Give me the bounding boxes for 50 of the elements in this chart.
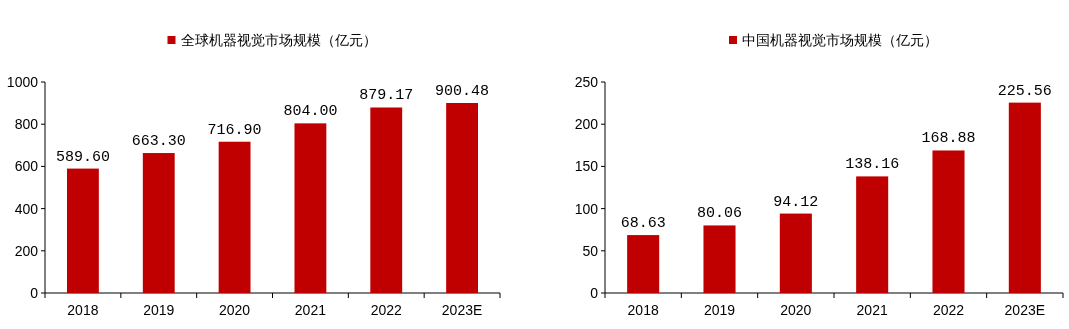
bar <box>703 225 736 293</box>
text: 900.48 <box>435 83 490 100</box>
y-tick-label: 250 <box>574 74 599 90</box>
y-tick-label: 0 <box>30 285 39 301</box>
bar <box>1008 102 1041 293</box>
legend-label: 中国机器视觉市场规模（亿元） <box>742 32 938 48</box>
x-tick-label: 2020 <box>219 302 251 318</box>
bar <box>932 150 965 293</box>
x-tick-label: 2019 <box>703 302 736 318</box>
x-tick-label: 2023E <box>1004 302 1046 318</box>
y-tick-label: 200 <box>574 116 599 133</box>
bar <box>370 107 403 293</box>
y-tick-label: 400 <box>14 200 39 217</box>
y-tick-label: 150 <box>574 158 599 175</box>
x-tick-label: 2018 <box>627 302 659 318</box>
bar <box>218 141 251 293</box>
x-tick-label: 2020 <box>780 302 812 318</box>
legend-label: 全球机器视觉市场规模（亿元） <box>180 32 377 48</box>
text: 80.06 <box>696 205 743 223</box>
y-tick-label: 0 <box>590 285 599 301</box>
bar <box>856 176 889 293</box>
text: 716.90 <box>207 121 262 139</box>
text: 168.88 <box>921 130 976 148</box>
text: 94.12 <box>773 193 819 211</box>
x-tick-label: 2022 <box>370 302 403 318</box>
x-tick-label: 2021 <box>856 302 888 318</box>
text: 138.16 <box>845 156 900 174</box>
x-tick-label: 2018 <box>67 302 99 318</box>
x-tick-label: 2023E <box>441 302 483 318</box>
bar <box>294 123 327 293</box>
y-tick-label: 100 <box>574 200 599 217</box>
x-tick-label: 2019 <box>143 302 175 318</box>
text: 68.63 <box>620 215 666 233</box>
bar <box>446 103 479 293</box>
y-tick-label: 50 <box>582 242 599 259</box>
y-tick-label: 200 <box>14 242 39 259</box>
bar <box>627 235 660 293</box>
y-tick-label: 800 <box>14 116 39 133</box>
bar <box>66 168 99 293</box>
text: 804.00 <box>283 103 338 121</box>
text: 225.56 <box>997 82 1052 100</box>
bar <box>142 153 175 293</box>
x-tick-label: 2022 <box>932 302 965 318</box>
y-tick-label: 1000 <box>6 74 39 90</box>
text: 663.30 <box>131 133 186 151</box>
text: 879.17 <box>359 87 414 105</box>
text: 589.60 <box>55 148 110 166</box>
y-tick-label: 600 <box>14 158 39 175</box>
x-tick-label: 2021 <box>294 302 327 318</box>
bar <box>779 213 812 293</box>
